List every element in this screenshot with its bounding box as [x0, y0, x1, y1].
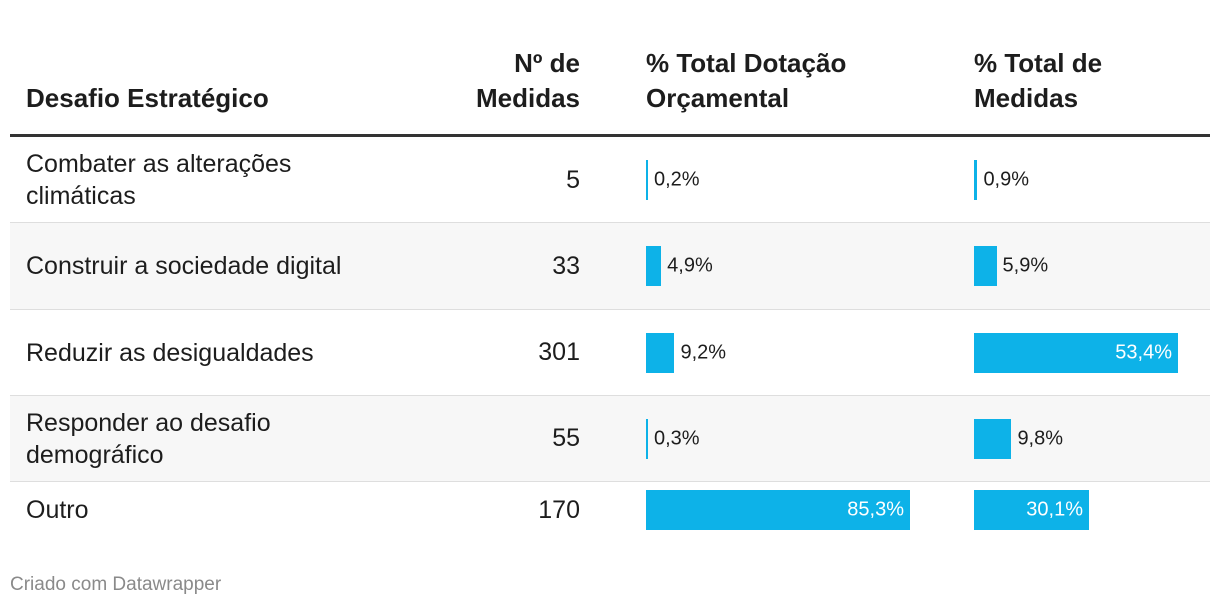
row-label: Responder ao desafio demográfico: [26, 408, 271, 469]
measures-bar-cell: 0,9%: [974, 138, 1210, 222]
measures-bar-cell: 9,8%: [974, 396, 1210, 481]
budget-bar-cell: 0,3%: [646, 396, 946, 481]
measures-bar-cell: 53,4%: [974, 310, 1210, 395]
row-count: 5: [566, 165, 580, 194]
header-total-medidas: % Total de Medidas: [974, 48, 1103, 113]
budget-bar: [646, 418, 648, 459]
budget-bar-label: 85,3%: [847, 498, 904, 521]
budget-bar: [646, 490, 910, 530]
row-count: 33: [552, 251, 580, 280]
header-num-medidas: Nº de Medidas: [475, 48, 580, 113]
budget-bar-label: 0,3%: [654, 427, 700, 449]
budget-bar-cell: 85,3%: [646, 482, 946, 538]
measures-bar: [974, 332, 1178, 373]
table-row: Construir a sociedade digital 33 4,9% 5,…: [10, 223, 1210, 310]
row-count: 55: [552, 424, 580, 452]
budget-bar-cell: 4,9%: [646, 223, 946, 309]
measures-bar: [974, 490, 1089, 530]
header-desafio: Desafio Estratégico: [26, 83, 269, 113]
budget-bar: [646, 160, 648, 200]
measures-bar-label: 5,9%: [1002, 254, 1049, 277]
row-label: Construir a sociedade digital: [26, 252, 342, 280]
row-label: Reduzir as desigualdades: [26, 338, 314, 367]
measures-bar-label: 53,4%: [1115, 341, 1172, 363]
budget-bar-label: 4,9%: [667, 254, 713, 277]
budget-bar-cell: 9,2%: [646, 310, 946, 395]
measures-bar: [974, 418, 1012, 459]
budget-bar-label: 0,2%: [654, 168, 700, 191]
row-count: 170: [538, 495, 580, 524]
footer-credit: Criado com Datawrapper: [10, 574, 222, 595]
budget-bar-cell: 0,2%: [646, 138, 946, 222]
measures-bar: [974, 246, 997, 286]
budget-bar: [646, 246, 662, 286]
table-row: Responder ao desafio demográfico 55 0,3%…: [10, 396, 1210, 482]
measures-bar: [974, 160, 978, 200]
measures-bar-label: 0,9%: [983, 168, 1030, 191]
measures-bar-cell: 30,1%: [974, 482, 1210, 538]
row-label: Outro: [26, 496, 89, 524]
header-divider: [10, 134, 1210, 137]
budget-bar-label: 9,2%: [680, 341, 727, 363]
measures-bar-label: 30,1%: [1026, 498, 1083, 521]
budget-bar: [646, 332, 675, 373]
row-label: Combater as alterações climáticas: [26, 150, 292, 210]
measures-bar-cell: 5,9%: [974, 223, 1210, 309]
header-dotacao: % Total Dotação Orçamental: [646, 48, 847, 113]
table-row: Outro 170 85,3% 30,1%: [10, 482, 1210, 538]
row-count: 301: [538, 338, 580, 366]
table-row: Reduzir as desigualdades 301 9,2% 53,4%: [10, 310, 1210, 396]
table-row: Combater as alterações climáticas 5 0,2%…: [10, 138, 1210, 223]
measures-bar-label: 9,8%: [1017, 427, 1064, 449]
